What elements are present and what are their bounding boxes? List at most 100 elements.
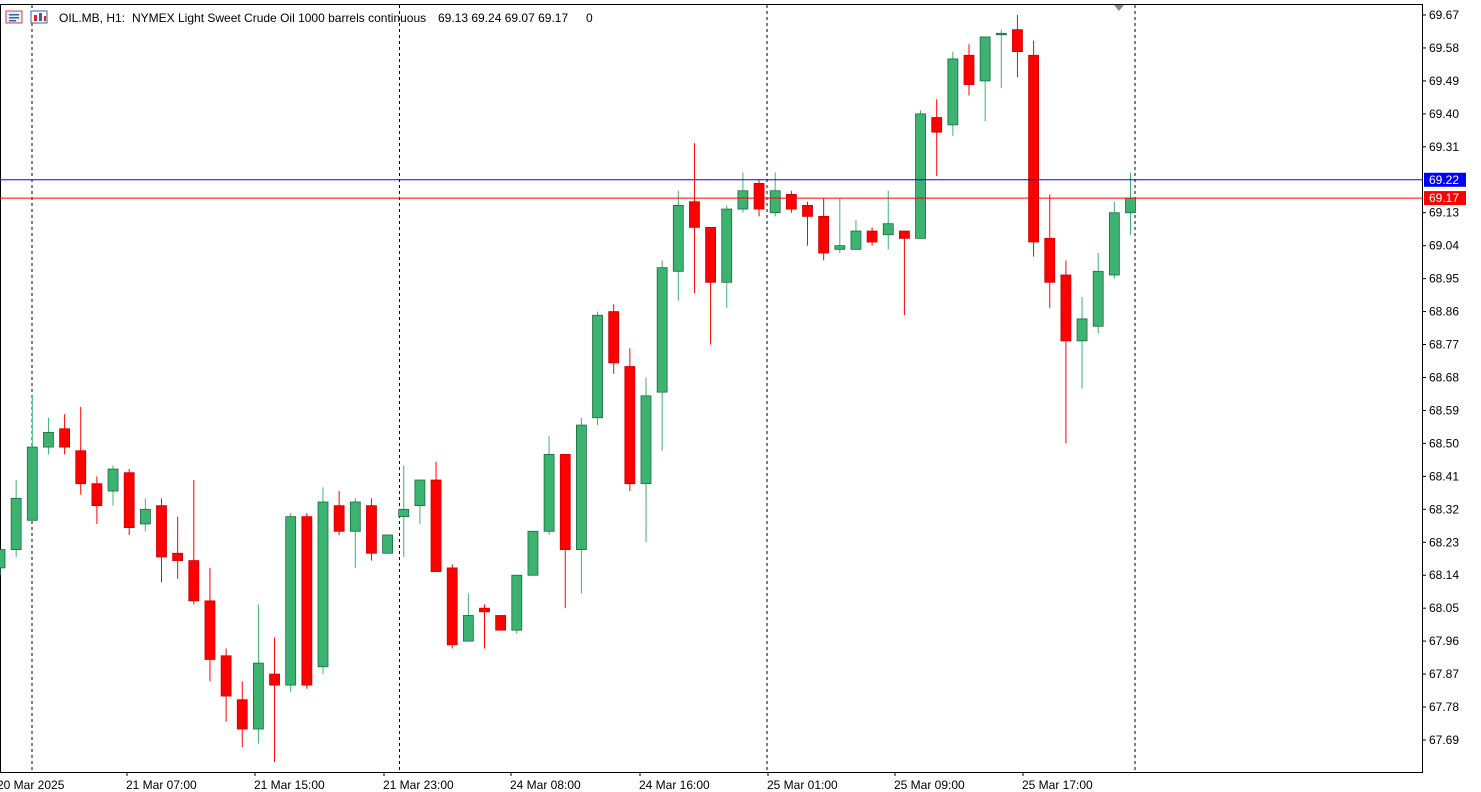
candle[interactable] [592,311,603,426]
candle[interactable] [1108,201,1120,279]
candle[interactable] [785,190,797,213]
y-tick-label: 67.96 [1429,634,1459,648]
y-tick-label: 68.50 [1429,436,1459,450]
y-tick-label: 68.68 [1429,371,1459,385]
candle[interactable] [462,593,474,642]
candle[interactable] [172,516,184,579]
candle[interactable] [0,549,6,576]
candle[interactable] [899,230,910,316]
candle[interactable] [1044,194,1056,308]
candle[interactable] [301,512,313,689]
candle[interactable] [139,498,151,532]
candle[interactable] [398,465,410,557]
candle[interactable] [672,190,684,301]
candle[interactable] [366,498,377,561]
candle[interactable] [640,377,652,543]
time-axis[interactable]: 20 Mar 2025 21 Mar 07:00 21 Mar 15:00 21 Ma… [0,772,1093,792]
candle[interactable] [91,476,103,524]
candle[interactable] [123,469,135,535]
candle[interactable] [689,143,700,294]
candle[interactable] [430,461,442,572]
candle[interactable] [850,220,862,250]
chart-shift-marker-icon[interactable] [1114,5,1124,11]
candle[interactable] [511,574,523,634]
candle-body [915,113,926,239]
candle-body [301,516,313,686]
candle[interactable] [995,29,1007,89]
candle[interactable] [10,480,22,557]
chart-icon[interactable] [30,10,48,24]
candle[interactable] [543,436,555,535]
candle[interactable] [236,681,248,748]
candle[interactable] [915,110,926,239]
candle[interactable] [285,512,297,693]
candle[interactable] [559,453,571,609]
candle-body [511,574,523,631]
candle[interactable] [43,417,54,455]
candle-body [26,446,38,521]
candle[interactable] [252,604,264,744]
candle[interactable] [656,260,668,451]
ohlc-values: 69.13 69.24 69.07 69.17 [438,11,568,25]
candle[interactable] [818,198,830,261]
candle[interactable] [1092,253,1104,334]
candle-body [608,311,620,364]
candle[interactable] [1060,260,1072,444]
terminal-icon[interactable] [5,10,23,24]
candle-body [462,615,474,642]
candle[interactable] [931,99,943,177]
price-axis[interactable]: 69.67 69.58 69.49 69.40 69.31 69.13 69.04 68.95… [1422,8,1459,747]
candle-body [333,505,345,532]
candle-body [1028,54,1039,243]
candle[interactable] [527,530,539,576]
x-tick-label: 21 Mar 15:00 [254,778,325,792]
candle-body [349,501,361,532]
candle-body [802,205,813,217]
candle[interactable] [414,479,426,524]
candle[interactable] [866,227,878,246]
candle[interactable] [479,604,490,649]
candle-body [1012,29,1023,53]
candle-body [446,567,458,646]
candle[interactable] [947,51,959,136]
candle[interactable] [446,564,458,649]
candle[interactable] [979,36,991,122]
candle[interactable] [1028,40,1039,257]
candle[interactable] [382,534,394,554]
candle[interactable] [608,304,620,374]
candle-body [834,245,846,250]
candle[interactable] [721,205,733,308]
candle[interactable] [204,567,216,682]
x-tick-label: 21 Mar 23:00 [383,778,454,792]
candle-body [850,230,862,250]
candle[interactable] [737,172,749,213]
candle-body [75,450,87,485]
candle[interactable] [1012,15,1023,78]
y-tick-label: 68.86 [1429,305,1459,319]
candle[interactable] [495,615,507,631]
candle-body [1108,212,1120,276]
candle[interactable] [59,414,70,455]
candle[interactable] [624,348,636,492]
candle[interactable] [107,465,119,506]
candle[interactable] [963,44,975,96]
candle[interactable] [220,648,232,722]
candle[interactable] [1076,296,1088,389]
candle[interactable] [188,480,200,605]
candle[interactable] [26,395,38,521]
candle[interactable] [834,198,846,254]
candle[interactable] [317,487,329,675]
candle[interactable] [705,226,716,345]
candle[interactable] [802,201,813,246]
candle[interactable] [333,491,345,535]
candle[interactable] [269,637,280,762]
candle-body [382,534,394,554]
candle[interactable] [882,190,894,250]
x-tick-label: 25 Mar 17:00 [1022,778,1093,792]
candle[interactable] [349,498,361,568]
candle[interactable] [156,498,167,583]
candle[interactable] [576,417,587,594]
candle[interactable] [75,406,87,495]
bid-price-tag-label: 69.17 [1429,191,1459,205]
